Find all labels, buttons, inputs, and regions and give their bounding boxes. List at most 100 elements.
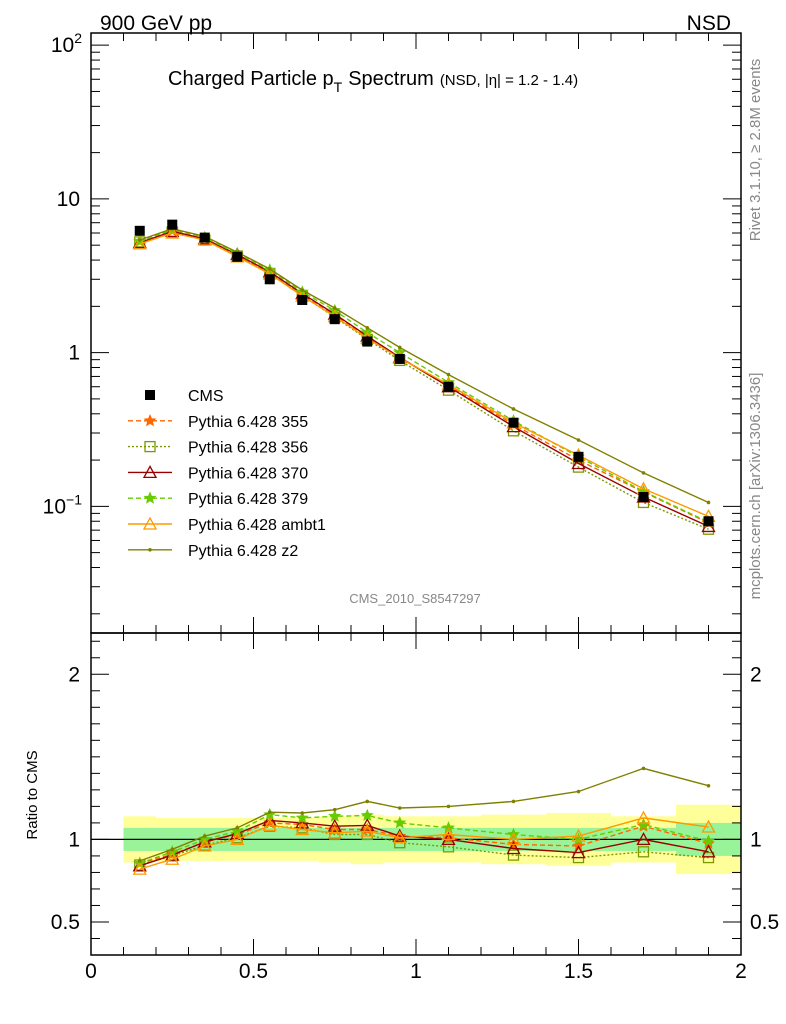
- ratio-series-5-point: [300, 811, 305, 815]
- ratio-series-3-point: [702, 834, 715, 847]
- series-line-5: [139, 227, 709, 504]
- legend-label-4: Pythia 6.428 ambt1: [188, 517, 326, 534]
- ratio-series-5-point: [170, 847, 175, 852]
- series-5-point: [706, 500, 711, 505]
- ratio-series-2-point: [506, 841, 521, 855]
- series-2-point: [165, 223, 180, 238]
- ratio-series-4-point: [295, 822, 310, 836]
- y-tick-label: 10−1: [43, 491, 83, 518]
- legend-label-3: Pythia 6.428 379: [188, 491, 308, 508]
- series-5-point: [137, 238, 142, 242]
- cms-data-point: [199, 232, 210, 243]
- ratio-series-4-point: [197, 838, 212, 852]
- legend-label-2: Pythia 6.428 370: [188, 465, 308, 482]
- legend-cms-label: CMS: [188, 388, 224, 405]
- ratio-series-2-point: [701, 844, 716, 858]
- ratio-series-1-point: [507, 849, 520, 861]
- cms-data-point: [167, 219, 178, 230]
- ratio-series-1-point: [442, 841, 455, 853]
- series-5-point: [300, 288, 305, 292]
- ratio-series-5-point: [576, 789, 581, 794]
- rivet-version-label: Rivet 3.1.10, ≥ 2.8M events: [747, 59, 764, 242]
- series-5-point: [576, 438, 581, 442]
- ratio-series-4-point: [506, 832, 521, 846]
- series-line-2: [139, 230, 709, 528]
- legend-label-1: Pythia 6.428 356: [188, 440, 308, 457]
- cms-data-point: [362, 336, 373, 347]
- legend-marker-3: [143, 491, 157, 504]
- ratio-series-5-point: [202, 834, 207, 838]
- ratio-series-2-point: [360, 818, 375, 832]
- cms-data-point: [232, 251, 243, 262]
- ratio-series-3-point: [328, 809, 342, 822]
- ratio-series-5-point: [137, 859, 142, 863]
- cms-data-point: [134, 225, 145, 236]
- ratio-series-2-point: [327, 818, 342, 832]
- ratio-y-tick-label-right: 2: [750, 663, 762, 686]
- ratio-y-tick-label-left: 2: [68, 663, 80, 686]
- ratio-series-4-point: [571, 828, 586, 842]
- ratio-series-4-point: [132, 861, 147, 875]
- energy-label: 900 GeV pp: [100, 12, 212, 35]
- ratio-line-4: [139, 817, 709, 870]
- mcplots-reference-label: mcplots.cern.ch [arXiv:1306.3436]: [747, 373, 764, 600]
- ratio-frame: [90, 632, 742, 956]
- x-tick-label: 0: [85, 960, 97, 983]
- ratio-data-layer: [132, 766, 716, 875]
- legend-marker-0: [143, 414, 157, 427]
- ratio-series-2-point: [571, 845, 586, 859]
- y-tick-label: 1: [68, 342, 80, 365]
- series-line-3: [139, 228, 709, 523]
- legend-label-5: Pythia 6.428 z2: [188, 543, 298, 560]
- ratio-series-5-point: [641, 766, 646, 771]
- ratio-series-4-point: [392, 830, 407, 844]
- ratio-series-4-point: [262, 818, 277, 832]
- ratio-series-4-point: [701, 819, 716, 833]
- ratio-series-2-point: [392, 828, 407, 842]
- legend-marker-5: [148, 548, 152, 552]
- ratio-line-5: [139, 767, 709, 862]
- cms-data-point: [394, 353, 405, 364]
- ratio-y-tick-label-right: 0.5: [750, 911, 779, 934]
- ratio-series-1-point: [702, 851, 715, 864]
- series-4-point: [132, 236, 147, 250]
- ratio-series-3-point: [360, 808, 374, 821]
- ratio-series-4-point: [636, 810, 651, 824]
- cms-data-point: [443, 381, 454, 392]
- ratio-series-5-point: [267, 810, 272, 814]
- ratio-series-5-point: [235, 826, 240, 830]
- ratio-y-tick-label-left: 0.5: [51, 911, 80, 934]
- series-5-point: [446, 372, 451, 377]
- cms-data-point: [573, 451, 584, 462]
- ratio-series-1-point: [637, 846, 650, 858]
- series-5-point: [511, 407, 516, 411]
- ratio-series-3-point: [295, 811, 309, 824]
- cms-data-point: [297, 294, 308, 305]
- series-4-point: [165, 225, 180, 239]
- series-5-point: [332, 306, 337, 310]
- y-tick-label: 102: [51, 30, 82, 57]
- ratio-y-tick-label-left: 1: [68, 828, 80, 851]
- ratio-series-5-point: [446, 804, 451, 809]
- x-tick-label: 1: [410, 960, 422, 983]
- ratio-panel: 2 2 1 1 0.5 0.5 0 0.5 1 1.5 2: [51, 632, 779, 983]
- series-2-point: [571, 456, 586, 470]
- cms-data-point: [264, 274, 275, 285]
- ratio-series-5-point: [706, 783, 711, 788]
- ratio-series-5-point: [365, 799, 370, 804]
- legend-marker-2: [142, 465, 158, 479]
- ratio-series-4-point: [230, 832, 245, 846]
- ratio-y-tick-label-right: 1: [750, 828, 762, 851]
- series-5-point: [397, 345, 402, 350]
- cms-data-point: [329, 314, 340, 325]
- main-data-layer: [132, 219, 716, 535]
- ratio-series-4-point: [165, 851, 180, 865]
- legend-marker-1: [144, 440, 156, 453]
- ratio-series-5-point: [511, 799, 516, 804]
- legend: CMS Pythia 6.428 355 Pythia 6.428 356 Pythi…: [128, 388, 326, 560]
- ratio-axis-label: Ratio to CMS: [24, 750, 41, 839]
- legend-marker-4: [142, 516, 158, 530]
- ratio-series-4-point: [327, 825, 342, 839]
- cms-data-point: [638, 492, 649, 503]
